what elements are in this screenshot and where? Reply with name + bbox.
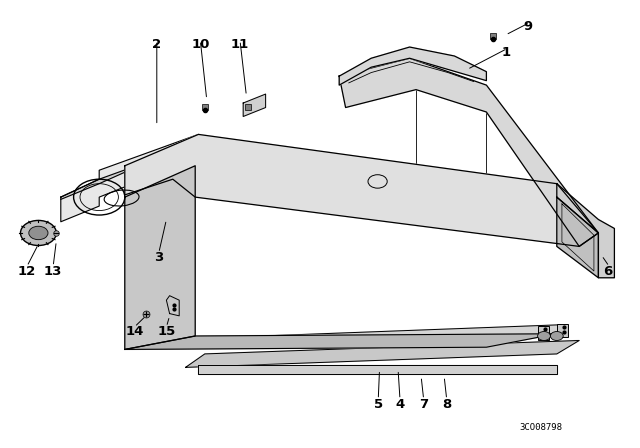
Text: 8: 8 bbox=[442, 397, 451, 411]
Text: 12: 12 bbox=[18, 264, 36, 278]
Text: 1: 1 bbox=[501, 46, 510, 60]
Circle shape bbox=[538, 332, 550, 340]
Bar bbox=[557, 324, 568, 337]
Circle shape bbox=[29, 226, 48, 240]
Polygon shape bbox=[557, 197, 598, 278]
Text: 13: 13 bbox=[44, 264, 62, 278]
Text: 7: 7 bbox=[419, 397, 428, 411]
Text: 5: 5 bbox=[374, 397, 383, 411]
Polygon shape bbox=[557, 184, 614, 278]
Circle shape bbox=[550, 332, 563, 340]
Text: 3: 3 bbox=[154, 251, 163, 264]
Polygon shape bbox=[125, 134, 598, 246]
Polygon shape bbox=[125, 166, 195, 349]
Polygon shape bbox=[186, 340, 579, 367]
Text: 6: 6 bbox=[603, 264, 612, 278]
Polygon shape bbox=[198, 325, 560, 347]
Polygon shape bbox=[339, 47, 486, 85]
Text: 9: 9 bbox=[524, 20, 532, 34]
Polygon shape bbox=[198, 365, 557, 374]
Polygon shape bbox=[61, 143, 198, 199]
Text: 10: 10 bbox=[191, 38, 209, 52]
Text: 4: 4 bbox=[396, 397, 404, 411]
Bar bbox=[538, 326, 549, 340]
Polygon shape bbox=[125, 334, 557, 349]
Text: 14: 14 bbox=[125, 325, 143, 338]
Text: 15: 15 bbox=[157, 325, 175, 338]
Text: 2: 2 bbox=[152, 38, 161, 52]
Polygon shape bbox=[339, 58, 598, 246]
Polygon shape bbox=[61, 134, 198, 222]
Text: 11: 11 bbox=[231, 38, 249, 52]
Text: 3CO08798: 3CO08798 bbox=[519, 423, 563, 432]
Polygon shape bbox=[166, 296, 179, 316]
Polygon shape bbox=[243, 94, 266, 116]
Circle shape bbox=[20, 220, 56, 246]
